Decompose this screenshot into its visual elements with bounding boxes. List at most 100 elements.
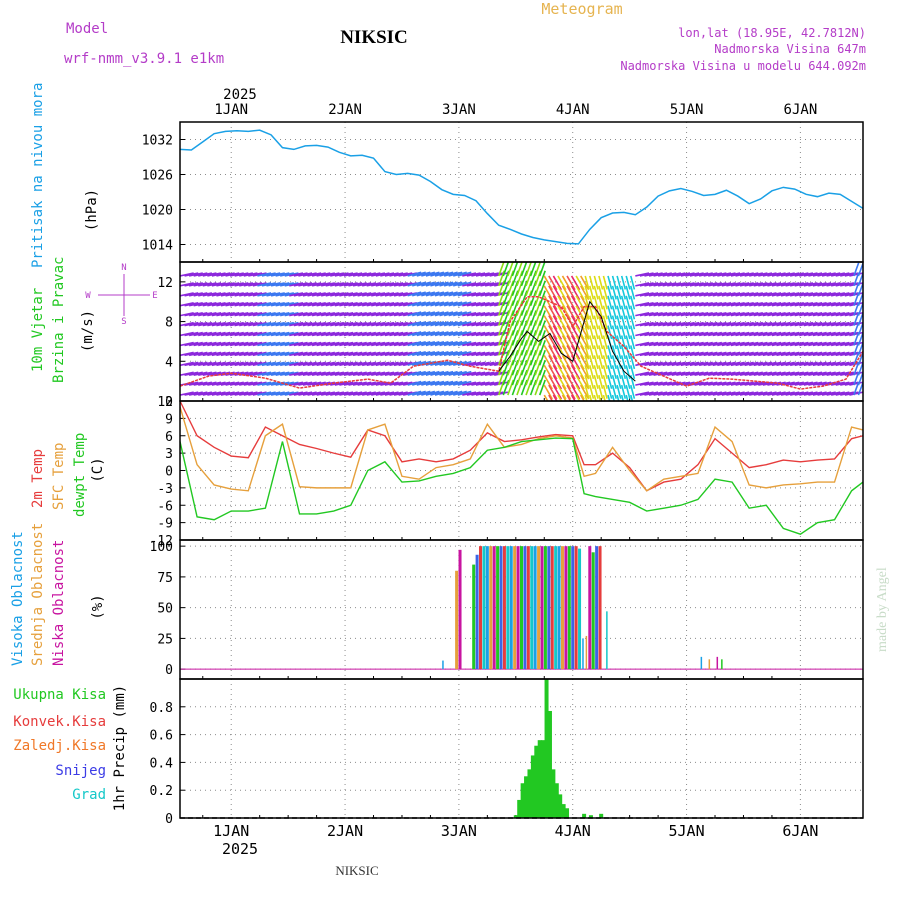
wind-arrow xyxy=(584,355,590,370)
wind-arrow xyxy=(644,292,659,297)
wind-arrow xyxy=(780,272,795,277)
wind-arrow xyxy=(584,384,590,399)
graupel-label: Grad xyxy=(72,787,106,803)
wind-arrow xyxy=(653,371,668,376)
wind-arrow xyxy=(484,381,499,386)
wind-arrow xyxy=(211,292,226,297)
wind-arrow xyxy=(207,371,222,376)
wind-arrow xyxy=(717,321,732,327)
wind-arrow xyxy=(525,290,533,306)
wind-arrow xyxy=(730,381,745,386)
wind-arrow xyxy=(817,302,832,307)
wind-arrow xyxy=(566,275,576,291)
wind-arrow xyxy=(735,351,750,357)
wind-arrow xyxy=(202,282,217,287)
wind-arrow xyxy=(180,302,194,307)
wind-arrow xyxy=(325,311,340,317)
wind-arrow xyxy=(635,272,650,277)
wind-arrow xyxy=(561,384,572,400)
wind-arrow xyxy=(497,369,505,386)
wind-arrow xyxy=(767,391,782,396)
wind-arrow xyxy=(644,331,659,337)
wind-arrow xyxy=(735,391,750,396)
wind-arrow xyxy=(671,302,686,307)
wind-arrow xyxy=(334,351,349,357)
wind-arrow xyxy=(434,321,449,327)
wind-arrow xyxy=(471,371,486,376)
wind-arrow xyxy=(758,371,773,376)
wind-arrow xyxy=(525,369,533,386)
wind-arrow xyxy=(708,381,723,386)
wind-arrow xyxy=(448,321,463,327)
precip-bar xyxy=(554,783,559,818)
wind-arrow xyxy=(389,371,404,376)
wind-arrow xyxy=(561,354,572,370)
wind-arrow xyxy=(808,302,823,307)
wind-arrow xyxy=(198,371,213,376)
wind-arrow xyxy=(635,302,650,307)
cloud-bar xyxy=(492,546,496,670)
wind-arrow xyxy=(425,311,440,317)
wind-arrow xyxy=(520,320,528,336)
precip-bar xyxy=(520,783,525,818)
wind-arrow xyxy=(434,390,449,396)
wind-arrow xyxy=(361,272,376,277)
wind-arrow xyxy=(548,364,558,380)
wind-arrow xyxy=(207,381,222,386)
wind-arrow xyxy=(184,321,199,327)
wind-arrow xyxy=(630,384,636,399)
wind-arrow xyxy=(685,351,700,357)
wind-arrow xyxy=(430,341,445,347)
wind-arrow xyxy=(602,325,608,340)
wind-arrow xyxy=(302,302,317,307)
wind-arrow xyxy=(475,391,490,396)
wind-arrow xyxy=(389,331,404,337)
wind-arrow xyxy=(352,391,367,396)
wind-arrow xyxy=(644,282,659,287)
wind-arrow xyxy=(730,351,745,357)
wind-arrow xyxy=(257,302,272,307)
wind-arrow xyxy=(676,311,691,317)
wind-arrow xyxy=(789,391,805,396)
wind-arrow xyxy=(243,311,258,317)
wind-arrow xyxy=(589,365,595,380)
wind-arrow xyxy=(676,351,691,357)
wind-arrow xyxy=(780,351,795,357)
wind-arrow xyxy=(494,391,509,396)
wind-arrow xyxy=(234,331,249,337)
wind-arrow xyxy=(507,379,515,396)
credit-watermark: made by Angel xyxy=(875,567,890,652)
wind-arrow xyxy=(685,341,700,347)
wind-arrow xyxy=(593,345,599,360)
wind-arrow xyxy=(380,272,395,277)
cloud-bar xyxy=(700,656,703,670)
wind-arrow xyxy=(676,371,691,376)
wind-arrow xyxy=(821,351,836,357)
wind-arrow xyxy=(657,391,672,396)
wind-arrow xyxy=(366,371,381,376)
wind-arrow xyxy=(180,351,194,357)
wind-arrow xyxy=(758,272,773,277)
wind-arrow xyxy=(475,371,490,376)
wind-arrow xyxy=(416,281,431,287)
wind-arrow xyxy=(439,271,454,277)
wind-arrow xyxy=(261,361,276,367)
wind-arrow xyxy=(325,371,340,376)
wind-arrow xyxy=(334,391,349,396)
wind-arrow xyxy=(739,282,754,287)
wind-arrow xyxy=(708,341,723,347)
wind-arrow xyxy=(648,272,663,277)
wind-arrow xyxy=(817,292,832,297)
precip-bar xyxy=(547,710,552,818)
wind-arrow xyxy=(580,335,590,350)
wind-arrow xyxy=(243,361,258,367)
wind-arrow xyxy=(234,321,249,327)
wind-arrow xyxy=(494,292,509,297)
wind-arrow xyxy=(489,351,504,357)
wind-arrow xyxy=(844,272,859,277)
wind-arrow xyxy=(529,270,537,287)
cloud-bar xyxy=(585,635,588,670)
wind-arrow xyxy=(726,311,741,317)
wind-arrow xyxy=(361,391,376,396)
wind-arrow xyxy=(430,360,445,367)
